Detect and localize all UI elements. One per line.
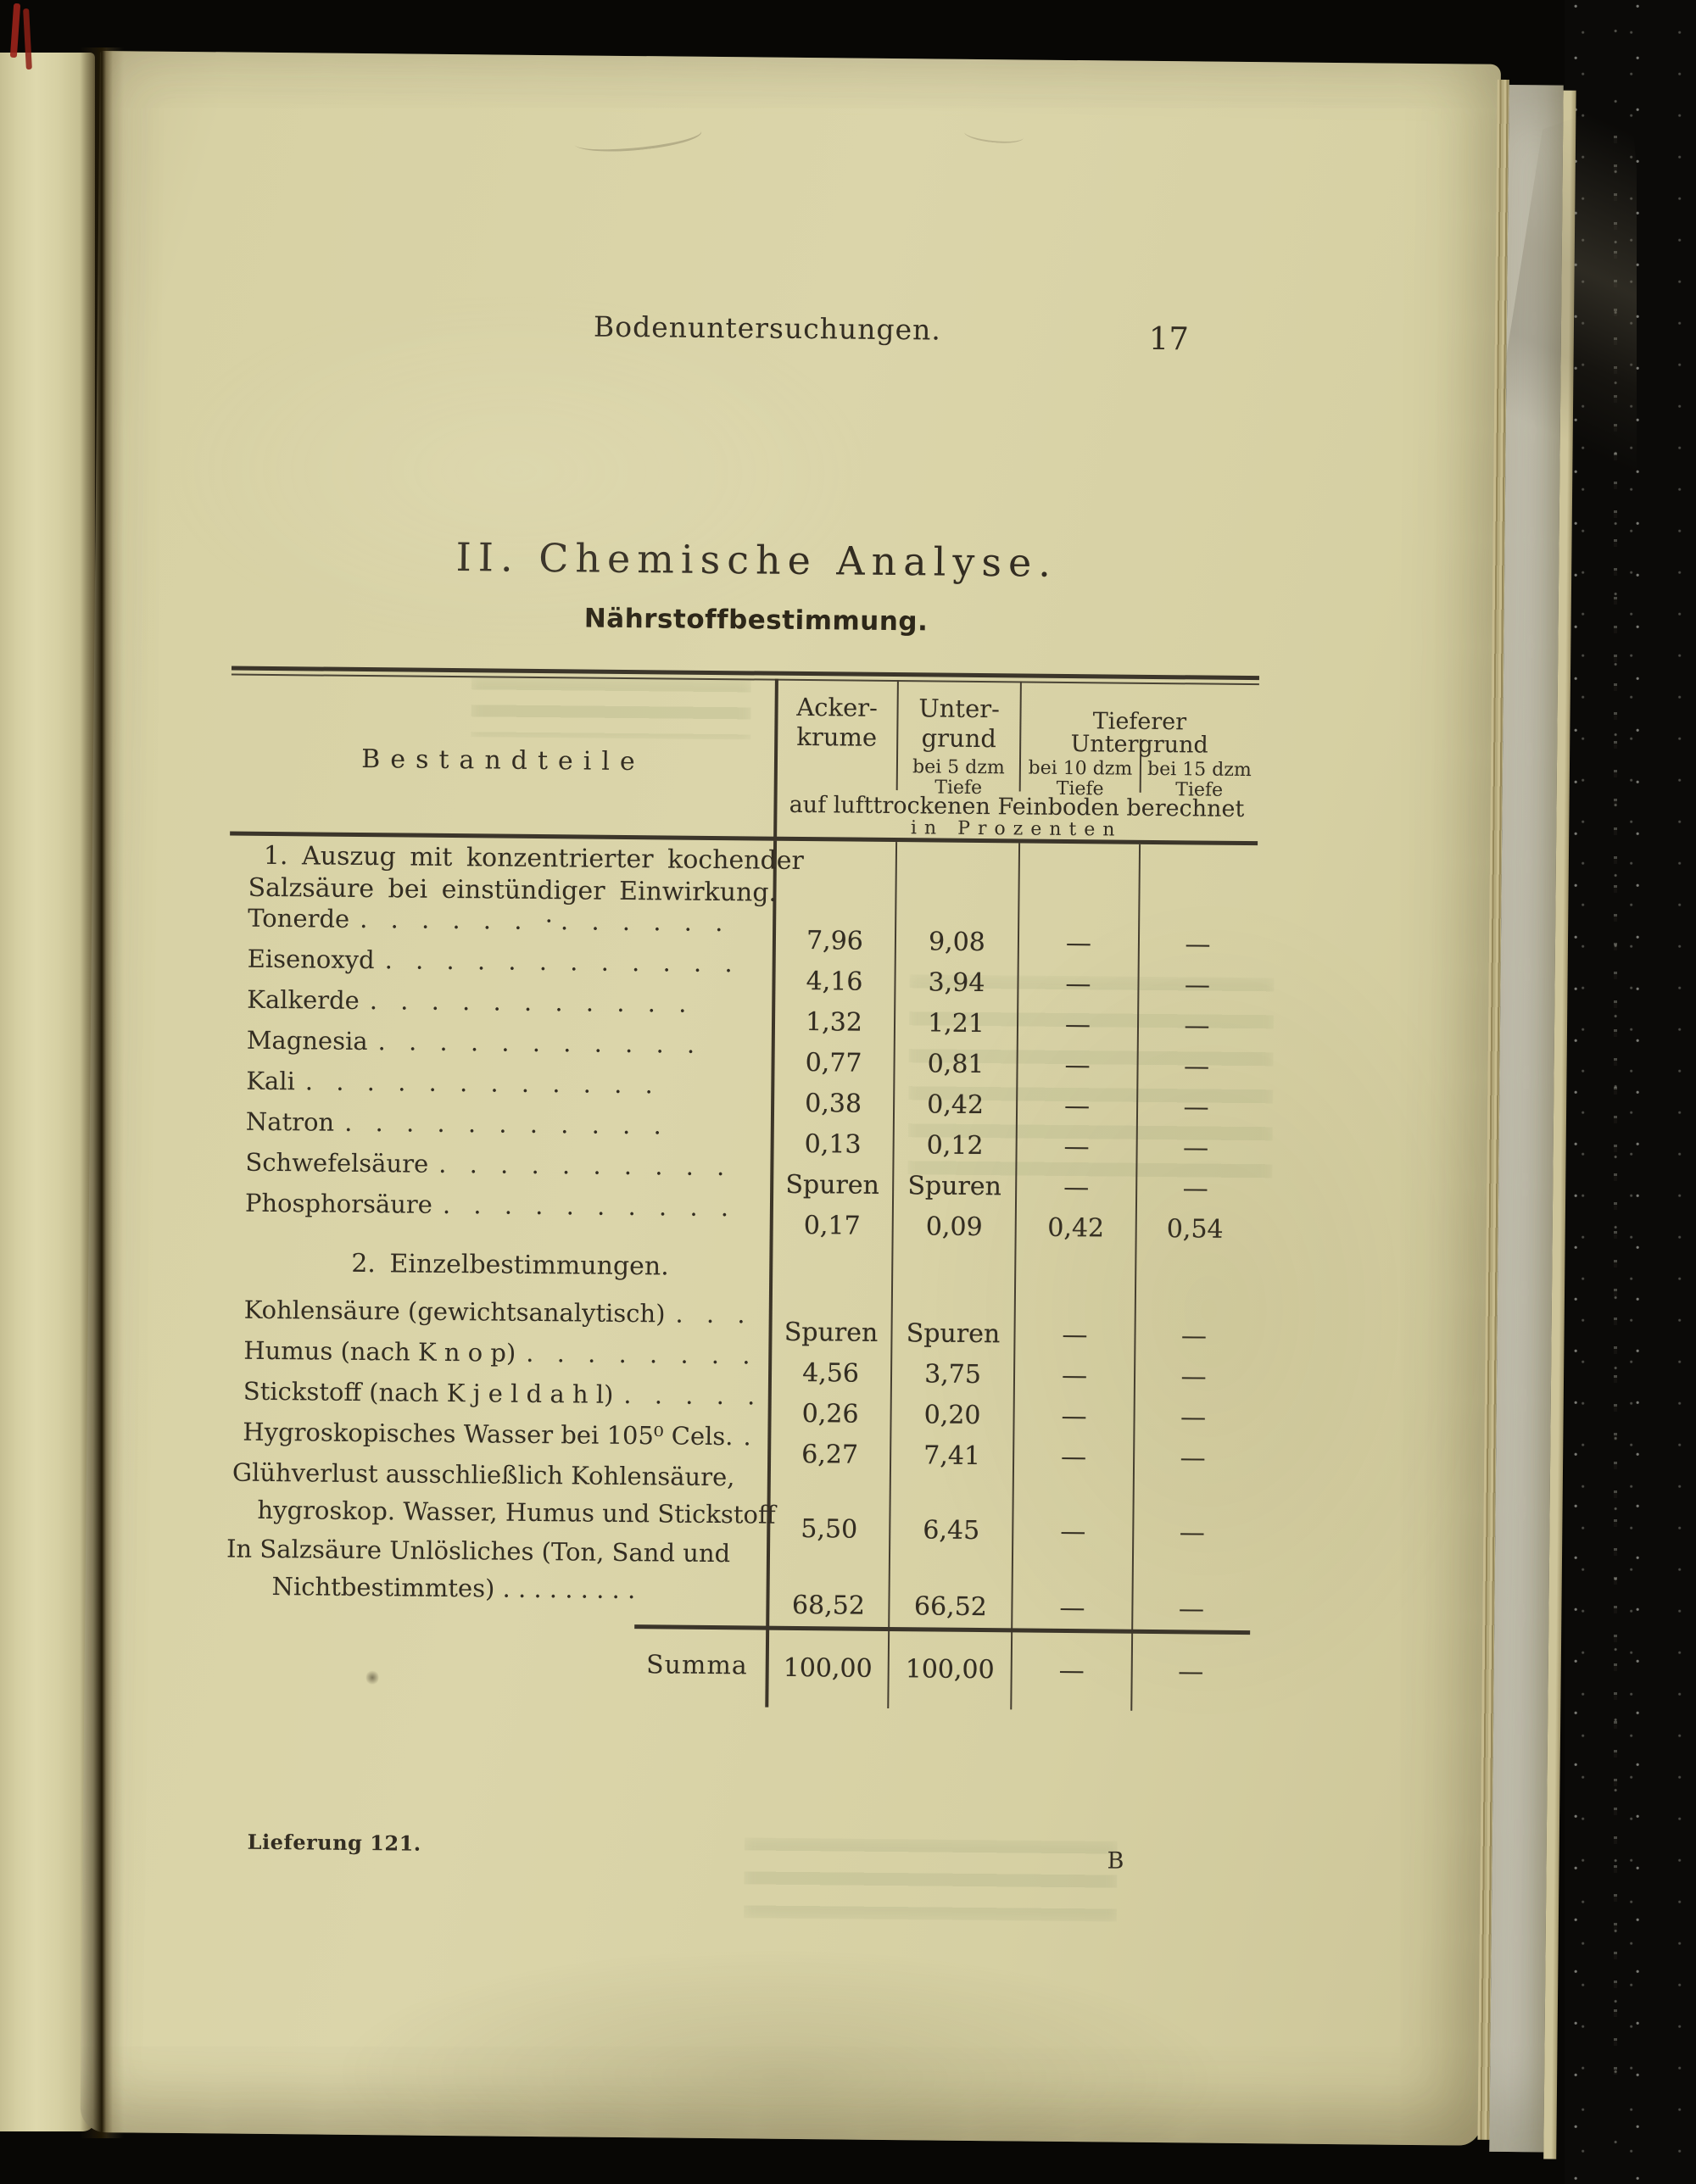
rows-container: 1. Auszug mit konzentrierter kochender Sa… (222, 836, 1258, 1624)
section-heading: 1. Auszug mit konzentrierter kochender Sa… (229, 836, 1258, 912)
subsection-title: Nährstoffbestimmung. (583, 603, 929, 638)
row-label: Phosphorsäure. . . . . . . . . . (244, 1188, 737, 1223)
leader-dots: . . . . . . ·. . . . . . (360, 904, 731, 938)
cell-value: 100,00 (905, 1654, 995, 1685)
cell-value: — (1178, 1657, 1204, 1687)
footer-signature-right: B (1107, 1847, 1124, 1875)
leader-dots: . . . . . . . . . . . . (384, 945, 740, 978)
analysis-table: Bestandteile Acker- krume Unter- grund b… (221, 666, 1259, 1713)
summa-rule (634, 1624, 1251, 1635)
column-header-untergrund: grund (921, 723, 997, 754)
footer-signature-left: Lieferung 121. (247, 1829, 421, 1856)
leader-dots: . . . . . . . . . . . (377, 1027, 703, 1059)
pencil-mark (963, 124, 1024, 146)
leader-dots: . . . . . . . . . . . (344, 1107, 669, 1140)
leader-dots: . . . . . . . . . . . (369, 986, 695, 1018)
row-label: Magnesia. . . . . . . . . . . (246, 1025, 703, 1059)
leader-dots: . (743, 1422, 759, 1451)
row-label: Eisenoxyd. . . . . . . . . . . . (247, 944, 740, 978)
row-label: Tonerde. . . . . . ·. . . . . . (248, 903, 731, 938)
leader-dots: . . . . . (623, 1380, 763, 1411)
column-header-bestandteile: Bestandteile (361, 744, 645, 777)
column-header-ackerkrume: Acker- (796, 692, 879, 722)
page: Bodenuntersuchungen. 17 II. Chemische An… (80, 51, 1576, 2159)
row-label: Kali. . . . . . . . . . . . (246, 1066, 661, 1100)
leader-dots: . . . . . . . . . . (438, 1149, 733, 1182)
leader-dots: . . . . . . . . . . (442, 1190, 737, 1223)
column-header-untergrund: Unter- (918, 694, 1001, 724)
column-header-tieferer-untergrund: Tieferer Untergrund (1070, 708, 1208, 759)
row-label: Natron. . . . . . . . . . . (245, 1106, 669, 1140)
section-heading-line: 1. Auszug mit konzentrierter kochender (263, 840, 805, 877)
row-label: Hygroskopisches Wasser bei 105⁰ Cels.. (243, 1417, 759, 1451)
row-label: Stickstoff (nach K j e l d a h l). . . .… (243, 1376, 763, 1411)
row-label: hygroskop. Wasser, Humus und Stickstoff (257, 1495, 776, 1529)
adjacent-page-edge (0, 53, 95, 2131)
row-label: Kalkerde. . . . . . . . . . . (247, 984, 695, 1018)
row-label: Humus (nach K n o p). . . . . . . . (243, 1335, 758, 1370)
column-subheader-5dzm: bei 5 dzm (912, 756, 1005, 779)
leader-dots: . . . . . . . . . . . . (304, 1067, 661, 1100)
summa-row: Summa 100,00 100,00 — — (221, 1608, 1251, 1712)
book-cover (1565, 0, 1696, 2184)
cover-seam (1614, 136, 1617, 2086)
column-subheader-15dzm: bei 15 dzm (1146, 758, 1252, 782)
section-title: II. Chemische Analyse. (455, 534, 1058, 586)
cell-value: 100,00 (783, 1652, 873, 1684)
summa-label: Summa (645, 1650, 748, 1681)
row-label: Schwefelsäure. . . . . . . . . . (245, 1147, 733, 1182)
table-row: Glühverlust ausschließlich Kohlensäure, h… (223, 1456, 1252, 1548)
row-label: Glühverlust ausschließlich Kohlensäure, (232, 1457, 735, 1492)
red-corner-mark (9, 3, 21, 58)
table-header: Bestandteile Acker- krume Unter- grund b… (230, 666, 1259, 846)
leader-dots: . . . . . . . . (526, 1338, 758, 1370)
row-label: Nichtbestimmtes) . . . . . . . . . (271, 1572, 636, 1605)
row-label: Kohlensäure (gewichtsanalytisch). . . (243, 1295, 753, 1329)
cell-value: — (1058, 1655, 1085, 1686)
column-header-ackerkrume: krume (796, 722, 878, 752)
section-heading-line: 2. Einzelbestimmungen. (351, 1248, 669, 1282)
section-heading: 2. Einzelbestimmungen. (226, 1227, 1254, 1303)
page-number: 17 (1148, 320, 1190, 358)
leader-dots: . . . (675, 1299, 753, 1329)
running-header: Bodenuntersuchungen. (593, 309, 942, 347)
column-subheader-10dzm: bei 10 dzm (1028, 757, 1133, 780)
header-note: auf lufttrockenen Feinboden berechnet (789, 791, 1245, 822)
pencil-mark (566, 119, 709, 157)
table-body: 1. Auszug mit konzentrierter kochender Sa… (221, 836, 1258, 1713)
row-label: In Salzsäure Unlösliches (Ton, Sand und (226, 1534, 731, 1568)
table-row: In Salzsäure Unlösliches (Ton, Sand und N… (222, 1532, 1251, 1624)
show-through-ghost (743, 1837, 1118, 1922)
